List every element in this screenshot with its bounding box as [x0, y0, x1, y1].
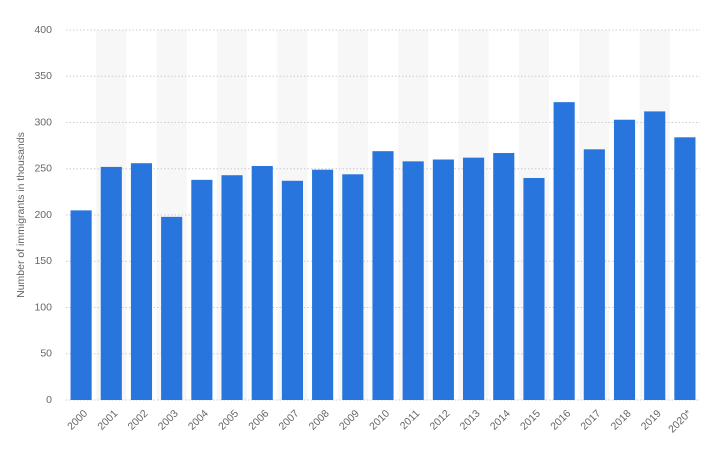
- bar: [130, 163, 153, 400]
- x-tick-label: 2002: [126, 407, 151, 432]
- x-tick-label: 2007: [277, 407, 302, 432]
- bar: [70, 210, 92, 400]
- x-tick-label: 2018: [609, 407, 634, 432]
- x-tick-label: 2014: [488, 407, 513, 432]
- y-axis-label: Number of immigrants in thousands: [15, 132, 27, 298]
- x-tick-label: 2006: [246, 407, 271, 432]
- y-tick-label: 0: [46, 394, 52, 406]
- bar: [583, 149, 605, 400]
- x-tick-label: 2008: [307, 407, 332, 432]
- x-tick-label: 2009: [337, 407, 362, 432]
- bar: [402, 161, 424, 400]
- bar: [463, 157, 485, 400]
- y-tick-label: 200: [34, 209, 52, 221]
- bar: [523, 178, 545, 400]
- y-tick-label: 350: [34, 70, 52, 82]
- y-tick-label: 250: [34, 163, 52, 175]
- bar: [221, 175, 243, 400]
- bar: [191, 179, 213, 400]
- x-tick-label: 2011: [398, 407, 423, 432]
- x-tick-label: 2019: [639, 407, 664, 432]
- bar: [372, 151, 394, 400]
- bar: [432, 159, 454, 400]
- bar: [674, 137, 696, 401]
- x-tick-label: 2001: [95, 407, 120, 432]
- x-tick-label: 2000: [65, 407, 90, 432]
- bar: [613, 119, 636, 400]
- y-tick-label: 400: [34, 24, 52, 36]
- x-tick-label: 2017: [578, 407, 603, 432]
- x-tick-label: 2020*: [666, 408, 694, 436]
- x-tick-label: 2013: [458, 407, 483, 432]
- bar: [281, 180, 303, 400]
- x-tick-label: 2010: [367, 407, 392, 432]
- bar: [100, 166, 122, 400]
- y-tick-label: 150: [34, 255, 52, 267]
- bar: [553, 102, 575, 401]
- x-tick-label: 2005: [216, 407, 241, 432]
- bar: [493, 153, 515, 400]
- bar: [161, 216, 183, 400]
- x-tick-label: 2016: [548, 407, 573, 432]
- x-tick-label: 2015: [518, 407, 543, 432]
- x-tick-label: 2003: [156, 407, 181, 432]
- y-tick-label: 300: [34, 116, 52, 128]
- bar: [312, 169, 334, 400]
- bar: [342, 174, 364, 400]
- y-tick-label: 50: [40, 348, 52, 360]
- x-tick-label: 2012: [427, 407, 452, 432]
- y-tick-label: 100: [34, 301, 52, 313]
- bar: [644, 111, 666, 401]
- x-tick-label: 2004: [186, 407, 211, 432]
- bar: [251, 165, 273, 400]
